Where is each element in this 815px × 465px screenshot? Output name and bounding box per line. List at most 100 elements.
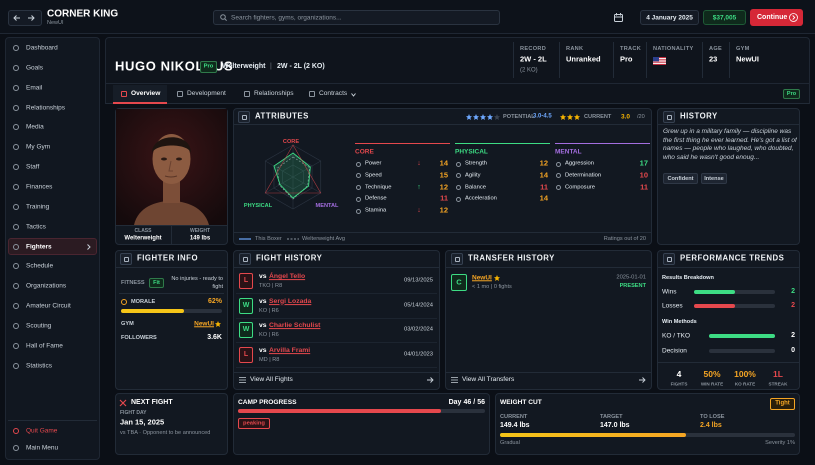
sidebar-item[interactable]: Hall of Fame: [26, 342, 63, 350]
icon-shape: [451, 377, 458, 383]
sidebar-footer-item[interactable]: Quit Game: [26, 427, 58, 435]
attribute-icon: [556, 173, 561, 179]
tab[interactable]: Development: [187, 90, 226, 98]
sidebar-item[interactable]: Tactics: [26, 222, 46, 230]
tab-icon: [177, 91, 183, 97]
next-fight-title: NEXT FIGHT: [131, 398, 173, 406]
icon-shape: [494, 114, 500, 120]
tab-bar: [105, 84, 810, 104]
icon-shape: [574, 114, 580, 120]
history-tag-label: Confident: [667, 175, 694, 182]
camp-day: Day 46/56: [449, 399, 485, 407]
followers-value: 3.6K: [207, 333, 222, 341]
money: $37,005: [712, 13, 737, 21]
icon-shape: [134, 201, 209, 225]
title-icon: [663, 111, 675, 123]
sidebar-item[interactable]: Email: [26, 83, 43, 91]
radar-label: CORE: [282, 138, 300, 145]
nav-buttons[interactable]: [8, 10, 42, 26]
history-tag-label: Intense: [704, 175, 724, 182]
ratings-note: Ratings out of 20: [603, 235, 646, 242]
sidebar-footer-item[interactable]: Main Menu: [26, 444, 59, 452]
weight-stat-label: CURRENT: [500, 413, 528, 420]
portrait-image: [116, 109, 227, 225]
sidebar-icon: [13, 428, 19, 434]
sidebar-item[interactable]: Statistics: [26, 361, 53, 369]
transfer-detail: < 1 mo | 0 fights: [472, 283, 512, 290]
chevron-icon: [87, 243, 91, 250]
view-all-fights[interactable]: View All Fights: [250, 376, 293, 384]
continue-label[interactable]: Continue: [757, 13, 788, 21]
info-divider: [116, 267, 227, 268]
sidebar-item[interactable]: Schedule: [26, 262, 54, 270]
tab[interactable]: Relationships: [254, 90, 294, 98]
sidebar-item[interactable]: Finances: [26, 183, 53, 191]
gym-value[interactable]: NewUI: [194, 320, 214, 328]
history-title: HISTORY: [680, 111, 718, 121]
sidebar-item[interactable]: Staff: [26, 163, 40, 171]
icon-shape: [224, 18, 227, 21]
icon-shape: [427, 377, 434, 383]
result-badge: [239, 273, 253, 289]
sidebar-item[interactable]: Training: [26, 203, 50, 211]
camp-title: CAMP PROGRESS: [238, 399, 297, 407]
grade-badge: [451, 274, 467, 291]
camp-bar: [238, 409, 441, 413]
opponent[interactable]: Ángel Tello: [269, 273, 306, 281]
calendar-icon: [614, 13, 623, 22]
result-name: Losses: [662, 302, 683, 310]
title-icon-glyph: [666, 114, 672, 120]
sidebar-item-active: [8, 238, 97, 255]
sidebar-item[interactable]: Amateur Circuit: [26, 302, 71, 310]
tab[interactable]: Contracts: [319, 90, 348, 98]
stat-value: Unranked: [566, 54, 601, 64]
sidebar-item[interactable]: Relationships: [26, 103, 66, 111]
title-icon-glyph: [454, 256, 460, 262]
tab-pro-label: Pro: [786, 90, 797, 97]
weight-cut-panel: [495, 393, 800, 455]
camp-day-part: Day: [448, 398, 462, 406]
potential-value: 3.0-4.5: [533, 113, 552, 120]
sidebar-item[interactable]: My Gym: [26, 143, 51, 151]
portrait-divider: [116, 225, 227, 226]
sidebar-item[interactable]: Scouting: [26, 322, 52, 330]
current-star: [560, 114, 566, 120]
sidebar-item[interactable]: Organizations: [26, 282, 67, 290]
sidebar-item[interactable]: Goals: [26, 64, 43, 72]
tab[interactable]: Overview: [131, 90, 161, 98]
fight-day-label: FIGHT DAY: [120, 410, 147, 417]
sidebar-item[interactable]: Dashboard: [26, 44, 58, 52]
attribute-value: 14: [539, 194, 548, 204]
legend-line-solid: [239, 238, 251, 240]
fight-method: TKO | R8: [259, 282, 283, 289]
star-icon: [494, 275, 500, 281]
search-box[interactable]: [213, 10, 500, 25]
attribute-icon: [356, 208, 361, 214]
opponent[interactable]: Sergi Lozada: [269, 297, 312, 305]
sidebar-item[interactable]: Fighters: [26, 242, 52, 250]
title-icon: [239, 253, 251, 265]
transfer-date: 2025-01-01: [616, 274, 646, 281]
transfer-divider: [446, 267, 651, 268]
potential-star: [480, 114, 486, 120]
transfer-gym[interactable]: NewUI: [472, 274, 492, 282]
current-star: [567, 114, 573, 120]
camp-day-part: /: [473, 398, 476, 406]
view-all-transfers[interactable]: View All Transfers: [462, 376, 515, 384]
attribute-trend: ↑: [417, 183, 421, 191]
icon-shape: [466, 114, 472, 120]
search-icon: [220, 14, 227, 21]
continue-button[interactable]: [750, 9, 803, 26]
sidebar-icon: [13, 84, 19, 91]
versus: vs: [259, 297, 267, 305]
sidebar-item[interactable]: Media: [26, 123, 44, 131]
opponent[interactable]: Charlie Schulist: [269, 322, 321, 330]
flag-usa: [653, 57, 666, 65]
weight-stat-label: TARGET: [600, 413, 623, 420]
weight-stat-value: 2.4 lbs: [700, 421, 722, 429]
fight-date: 04/01/2023: [403, 351, 433, 358]
camp-day-part: 56: [477, 398, 485, 406]
fight-method: KO | R6: [259, 307, 279, 314]
fitness-note: No injuries - ready to fight: [171, 276, 223, 290]
opponent[interactable]: Arvilla Frami: [269, 346, 311, 354]
